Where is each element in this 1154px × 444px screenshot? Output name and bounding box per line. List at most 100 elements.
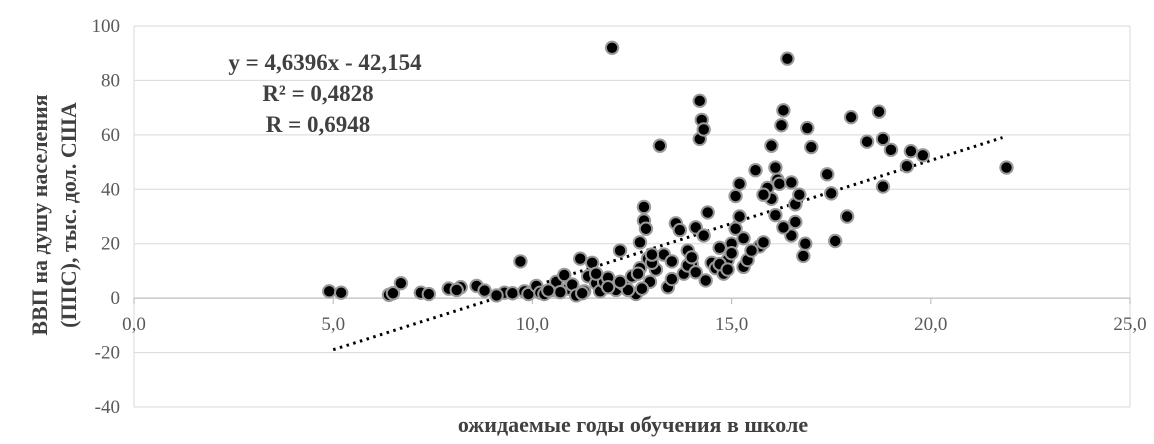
y-tick-label: -40	[95, 397, 120, 418]
y-tick-label: 20	[101, 234, 120, 255]
data-point	[875, 131, 891, 147]
data-point	[776, 220, 791, 235]
data-point	[600, 280, 616, 295]
data-point	[756, 187, 771, 202]
data-point	[732, 209, 747, 224]
r-squared-label: R² = 0,4828	[262, 81, 373, 106]
data-point	[728, 188, 743, 204]
data-point	[604, 40, 620, 55]
x-tick-label: 5,0	[321, 314, 345, 335]
y-tick-label: -20	[95, 343, 120, 364]
data-point	[732, 176, 747, 192]
data-point	[541, 283, 556, 298]
trendline	[332, 136, 1003, 352]
data-point	[796, 248, 811, 264]
data-point	[875, 179, 891, 194]
data-point	[712, 240, 727, 255]
data-point	[798, 236, 813, 251]
x-tick-label: 15,0	[715, 314, 748, 335]
x-tick-label: 0,0	[122, 314, 146, 335]
data-point	[788, 214, 803, 230]
data-point	[692, 93, 707, 109]
data-point	[700, 205, 715, 220]
data-point	[588, 266, 604, 281]
r-label: R = 0,6948	[266, 112, 370, 137]
data-point	[899, 158, 915, 174]
data-point	[748, 163, 763, 178]
data-point	[784, 175, 799, 190]
data-point	[632, 235, 648, 250]
x-tick-label: 20,0	[914, 314, 947, 335]
data-point	[804, 139, 819, 155]
data-point	[792, 187, 807, 202]
data-point	[489, 288, 504, 303]
data-point	[903, 143, 919, 159]
data-point	[393, 275, 409, 291]
data-point	[664, 271, 680, 287]
data-point	[824, 186, 839, 201]
data-point	[768, 207, 783, 223]
data-point	[505, 286, 520, 301]
trendline-layer	[332, 136, 1003, 352]
data-point	[736, 231, 751, 246]
y-tick-label: 100	[92, 16, 121, 37]
y-tick-label: 60	[101, 125, 120, 146]
data-point	[630, 266, 646, 281]
data-point	[859, 134, 875, 149]
data-point	[636, 199, 652, 215]
data-point	[776, 103, 791, 118]
y-tick-label: 0	[111, 288, 121, 309]
x-tick-labels: 0,0 5,0 10,0 15,0 20,0 25,0	[122, 314, 1147, 335]
data-point	[764, 138, 779, 153]
data-point	[557, 267, 572, 283]
data-point	[696, 228, 711, 243]
data-point	[698, 273, 713, 288]
data-point	[772, 176, 787, 192]
x-tick-label: 10,0	[516, 314, 549, 335]
x-tick-label: 25,0	[1113, 314, 1146, 335]
y-tick-labels: -40 -20 0 20 40 60 80 100	[92, 16, 121, 418]
data-point	[652, 138, 668, 153]
data-point	[999, 160, 1014, 175]
data-point	[684, 250, 699, 265]
data-point	[322, 284, 337, 299]
data-point	[553, 284, 568, 300]
trendline-equation: y = 4,6396x - 42,154	[228, 50, 422, 75]
data-point	[800, 120, 815, 136]
y-axis-title-line-1: ВВП на душу населения	[27, 94, 52, 335]
data-point	[728, 221, 743, 236]
data-point	[575, 286, 590, 301]
data-point	[915, 148, 931, 163]
data-point	[883, 142, 899, 158]
data-point	[638, 221, 654, 236]
data-point	[664, 254, 680, 269]
data-point	[820, 167, 835, 182]
data-point	[696, 122, 711, 137]
data-point	[634, 281, 650, 296]
x-axis-title: ожидаемые годы обучения в школе	[458, 412, 808, 437]
data-point	[385, 286, 401, 301]
data-point	[756, 235, 771, 250]
data-point	[612, 274, 628, 290]
data-point	[333, 285, 349, 300]
y-tick-label: 40	[101, 179, 120, 200]
data-point	[612, 243, 628, 258]
data-points	[322, 40, 1014, 303]
data-point	[744, 243, 759, 258]
data-point	[644, 247, 660, 262]
data-point	[688, 265, 703, 280]
data-point	[573, 251, 588, 266]
data-point	[780, 51, 795, 66]
data-point	[513, 254, 528, 269]
data-point	[449, 282, 464, 298]
data-point	[724, 246, 739, 261]
data-point	[672, 222, 688, 238]
data-point	[421, 286, 437, 302]
y-axis-title-line-2: (ППС), тыс. дол. США	[56, 102, 81, 328]
data-point	[843, 109, 859, 125]
data-point	[839, 209, 855, 224]
y-tick-label: 80	[101, 70, 120, 91]
data-point	[774, 118, 789, 133]
